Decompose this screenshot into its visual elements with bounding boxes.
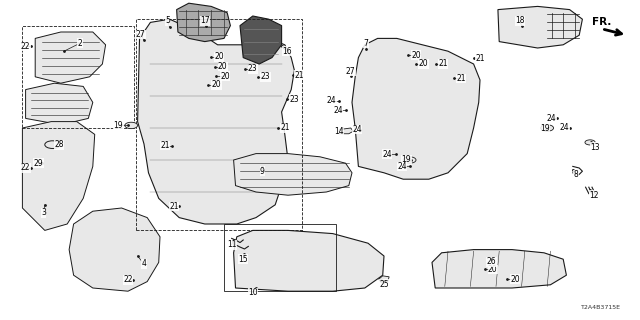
Text: 21: 21 xyxy=(161,141,170,150)
Bar xyxy=(136,19,302,230)
Text: 20: 20 xyxy=(488,265,498,274)
Text: 16: 16 xyxy=(282,47,292,56)
Circle shape xyxy=(403,157,416,163)
Text: 5: 5 xyxy=(165,16,170,25)
Text: 24: 24 xyxy=(397,162,407,171)
Text: 24: 24 xyxy=(333,106,343,115)
Text: 11: 11 xyxy=(227,240,236,249)
Text: 20: 20 xyxy=(510,275,520,284)
Polygon shape xyxy=(240,16,282,64)
Text: 23: 23 xyxy=(260,72,271,81)
Text: 12: 12 xyxy=(589,191,598,200)
Text: 24: 24 xyxy=(352,125,362,134)
Text: 24: 24 xyxy=(559,124,570,132)
Text: 21: 21 xyxy=(170,202,179,211)
Text: 13: 13 xyxy=(590,143,600,152)
Polygon shape xyxy=(352,38,480,179)
Text: 21: 21 xyxy=(476,54,484,63)
Polygon shape xyxy=(69,208,160,291)
Text: 19: 19 xyxy=(113,121,124,130)
Circle shape xyxy=(45,141,60,148)
Text: 20: 20 xyxy=(419,60,429,68)
Text: 3: 3 xyxy=(41,208,46,217)
Polygon shape xyxy=(234,230,384,291)
Text: 19: 19 xyxy=(401,156,412,164)
Polygon shape xyxy=(26,83,93,125)
Text: 22: 22 xyxy=(21,164,30,172)
Text: 24: 24 xyxy=(547,114,557,123)
Bar xyxy=(22,26,134,128)
Text: 20: 20 xyxy=(211,80,221,89)
Text: 8: 8 xyxy=(573,170,579,179)
Text: 27: 27 xyxy=(136,30,146,39)
Polygon shape xyxy=(339,128,353,134)
Text: 21: 21 xyxy=(438,60,447,68)
Text: 21: 21 xyxy=(295,71,304,80)
Polygon shape xyxy=(177,3,230,42)
Text: 19: 19 xyxy=(540,124,550,133)
Bar xyxy=(224,224,336,291)
Polygon shape xyxy=(432,250,566,288)
Text: 22: 22 xyxy=(21,42,30,51)
Text: 23: 23 xyxy=(248,64,258,73)
Polygon shape xyxy=(22,122,95,230)
Text: 17: 17 xyxy=(200,16,210,25)
Text: FR.: FR. xyxy=(592,17,611,28)
Text: 18: 18 xyxy=(515,16,524,25)
Polygon shape xyxy=(234,154,352,195)
Text: 20: 20 xyxy=(218,62,228,71)
Text: 10: 10 xyxy=(248,288,258,297)
Text: 22: 22 xyxy=(124,276,132,284)
Text: 14: 14 xyxy=(334,127,344,136)
Text: 9: 9 xyxy=(260,167,265,176)
Circle shape xyxy=(585,140,595,145)
Text: 28: 28 xyxy=(54,140,63,149)
Text: 29: 29 xyxy=(33,159,44,168)
Circle shape xyxy=(125,122,138,129)
Text: 7: 7 xyxy=(364,39,369,48)
Text: T2A4B3715E: T2A4B3715E xyxy=(581,305,621,310)
Text: 20: 20 xyxy=(220,72,230,81)
Text: 2: 2 xyxy=(77,39,83,48)
Text: 15: 15 xyxy=(238,255,248,264)
Polygon shape xyxy=(35,32,106,83)
Text: 24: 24 xyxy=(382,150,392,159)
Text: 21: 21 xyxy=(280,124,289,132)
Text: 20: 20 xyxy=(411,51,421,60)
Text: 23: 23 xyxy=(289,95,300,104)
Text: 25: 25 xyxy=(379,280,389,289)
Circle shape xyxy=(541,125,554,131)
Text: 24: 24 xyxy=(326,96,337,105)
Text: 26: 26 xyxy=(486,257,497,266)
Polygon shape xyxy=(379,276,389,282)
Text: 4: 4 xyxy=(141,260,147,268)
Text: 20: 20 xyxy=(214,52,224,61)
Text: 27: 27 xyxy=(346,67,356,76)
Polygon shape xyxy=(498,6,582,48)
Polygon shape xyxy=(138,19,294,224)
Text: 21: 21 xyxy=(456,74,465,83)
